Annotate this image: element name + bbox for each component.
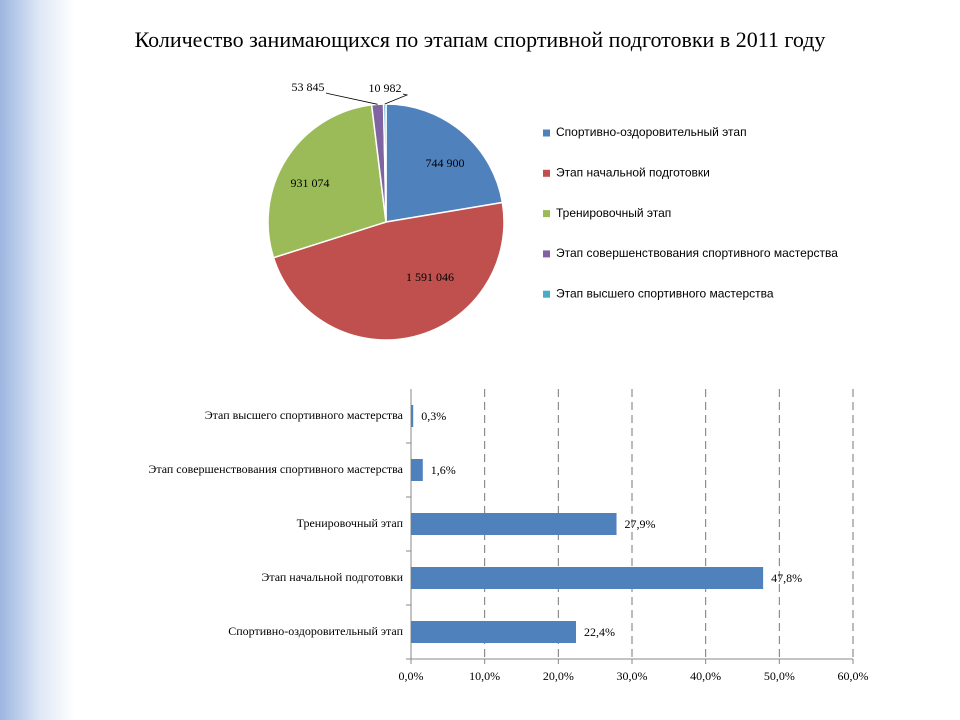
bar [411, 405, 414, 427]
legend-swatch [543, 210, 550, 218]
legend-swatch [543, 169, 550, 177]
pie-slice [272, 201, 505, 341]
data-label: 931 074 [291, 176, 330, 190]
legend-swatch [543, 129, 550, 137]
bar [411, 513, 617, 535]
data-label: 1,6% [431, 463, 456, 477]
data-label: 1 591 046 [406, 270, 454, 284]
y-tick-label: Этап совершенствования спортивного масте… [148, 462, 403, 476]
bar [411, 459, 423, 481]
data-label: 10 982 [369, 81, 402, 95]
data-label: 744 900 [426, 156, 465, 170]
leader-line [325, 92, 378, 105]
legend-label: Этап совершенствования спортивного масте… [556, 246, 838, 260]
y-tick-label: Этап высшего спортивного мастерства [205, 408, 404, 422]
data-label: 22,4% [584, 625, 615, 639]
legend-label: Этап высшего спортивного мастерства [556, 286, 774, 300]
x-tick-label: 0,0% [399, 669, 424, 683]
legend-label: Этап начальной подготовки [556, 165, 710, 179]
y-tick-label: Этап начальной подготовки [261, 570, 403, 584]
pie-slice [385, 103, 504, 223]
x-tick-label: 60,0% [838, 669, 869, 683]
bar [411, 621, 577, 643]
chart-title: Количество занимающихся по этапам спорти… [135, 27, 826, 52]
bar [411, 567, 764, 589]
y-tick-label: Спортивно-оздоровительный этап [228, 624, 403, 638]
data-label: 0,3% [421, 409, 446, 423]
data-label: 47,8% [771, 571, 802, 585]
legend-swatch [543, 250, 550, 258]
data-label: 27,9% [625, 517, 656, 531]
pie-slice [267, 104, 387, 259]
leader-line [384, 93, 409, 105]
y-tick-label: Тренировочный этап [297, 516, 404, 530]
legend-label: Спортивно-оздоровительный этап [556, 125, 747, 139]
x-tick-label: 30,0% [617, 669, 648, 683]
data-label: 53 845 [292, 80, 325, 94]
pie-slice [382, 103, 387, 223]
x-tick-label: 20,0% [543, 669, 574, 683]
legend-label: Тренировочный этап [556, 206, 671, 220]
x-tick-label: 50,0% [764, 669, 795, 683]
legend-swatch [543, 290, 550, 298]
x-tick-label: 10,0% [469, 669, 500, 683]
x-tick-label: 40,0% [690, 669, 721, 683]
